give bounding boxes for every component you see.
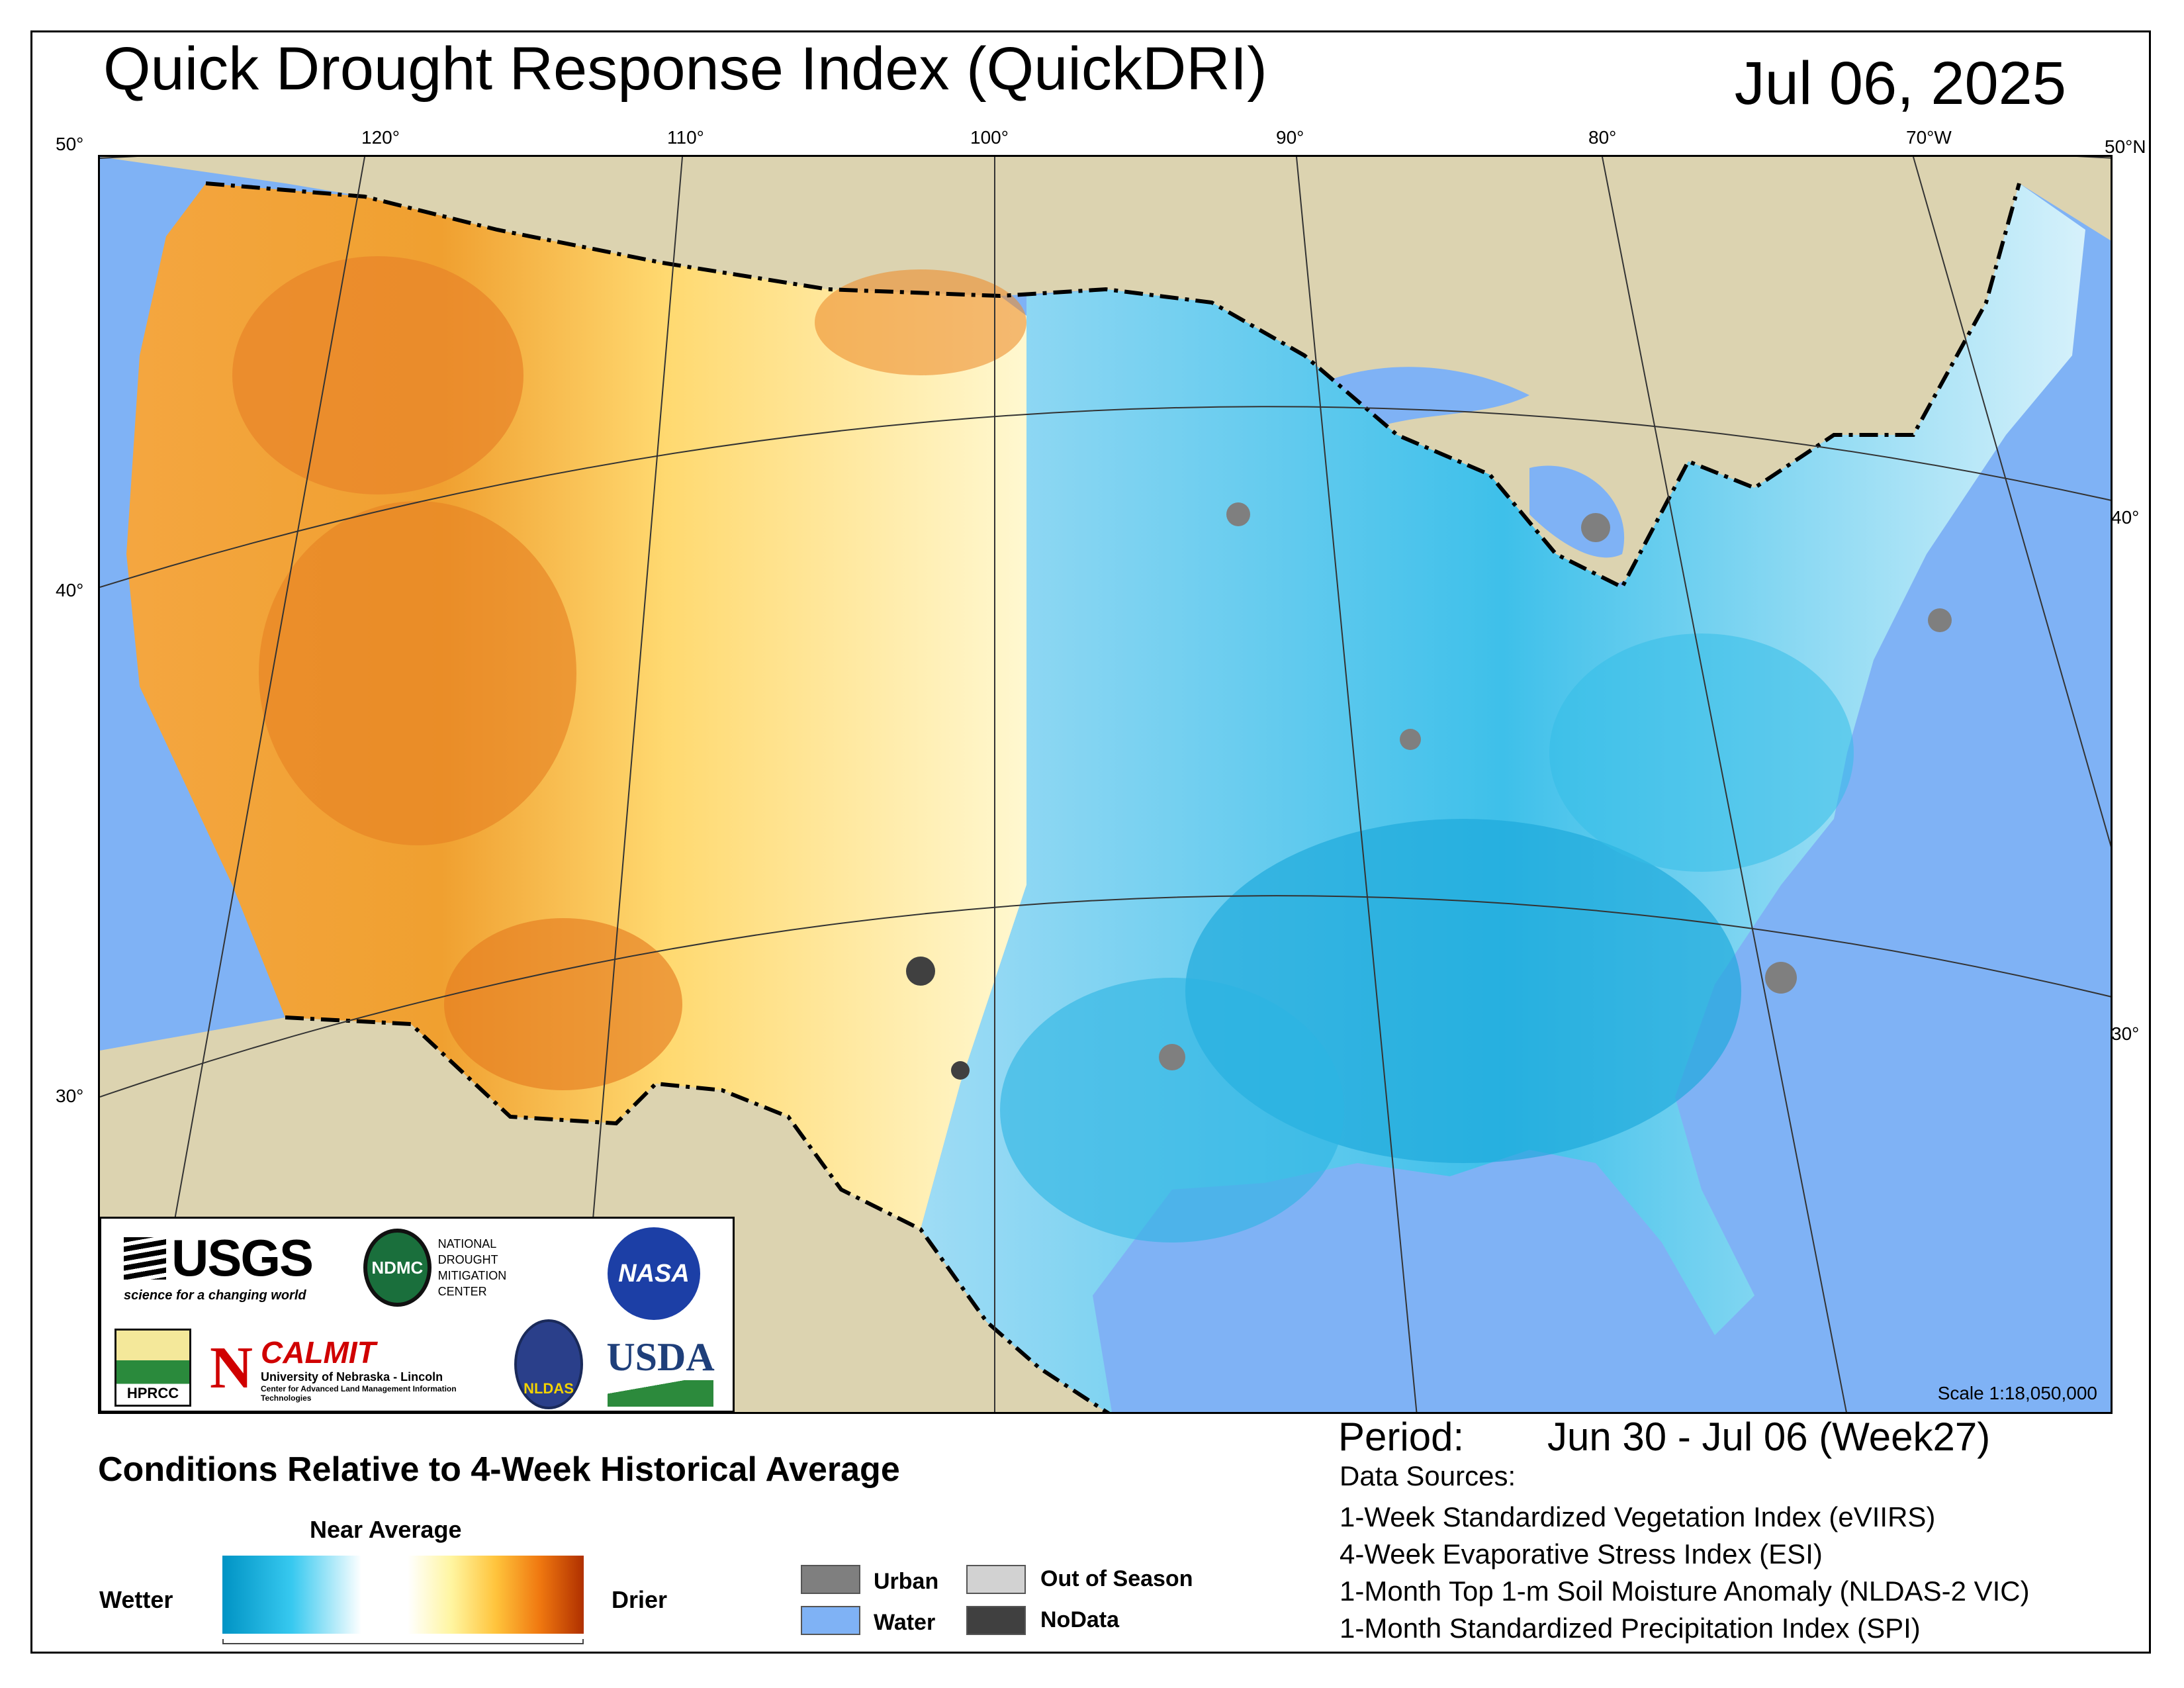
data-sources-title: Data Sources: [1340,1460,1516,1491]
dry-area-southwest [444,918,682,1090]
urban-area [1159,1044,1185,1070]
international-border [205,181,2021,590]
graticule-label-90: 90° [1276,127,1304,148]
map-date: Jul 06, 2025 [1734,50,2066,117]
graticule-label-70w: 70°W [1906,127,1952,148]
graticule-label-40-left: 40° [56,580,84,600]
nodata-area [906,957,935,986]
usda-logo: USDA [604,1331,717,1409]
calmit-center: Center for Advanced Land Management Info… [261,1383,457,1403]
legend-label-water: Water [874,1610,936,1635]
legend-drier: Drier [612,1586,668,1613]
data-source-item: 4-Week Evaporative Stress Index (ESI) [1340,1538,1823,1570]
mexico-border [285,1015,1111,1412]
urban-area [1226,502,1250,526]
usgs-wave-icon [124,1237,166,1280]
hprcc-text: HPRCC [126,1385,179,1401]
nasa-meatball-icon: NASA [608,1227,700,1320]
legend-wetter-ramp [222,1556,361,1634]
legend-drier-ramp [408,1556,584,1634]
legend-ticks [222,1639,584,1644]
dry-area-northwest [232,256,523,494]
ndmc-name-line2: MITIGATION CENTER [437,1269,507,1298]
legend-near-average-swatch [361,1556,408,1634]
legend-label-urban: Urban [874,1569,939,1594]
map-scale: Scale 1:18,050,000 [1937,1383,2097,1403]
wet-area-ohio-valley [1549,633,1854,872]
graticule-label-50-left: 50° [56,134,84,154]
graticule-label-40-right: 40° [2111,507,2140,528]
legend-near-average: Near Average [310,1516,462,1543]
hprcc-logo: HPRCC [114,1329,191,1407]
graticule-label-100: 100° [970,127,1009,148]
partner-logos: USGS science for a changing world NDMC N… [99,1217,735,1413]
legend-swatch-out-of-season [966,1565,1026,1594]
calmit-university: University of Nebraska - Lincoln [261,1370,443,1383]
graticule-label-110: 110° [667,127,704,148]
graticule-label-30-left: 30° [56,1086,84,1106]
data-source-item: 1-Week Standardized Vegetation Index (eV… [1340,1501,1936,1532]
period-value: Jun 30 - Jul 06 (Week27) [1547,1415,1991,1459]
urban-area [1400,729,1421,750]
canada-land [100,157,2111,587]
ndmc-logo: NDMC NATIONAL DROUGHT MITIGATION CENTER [363,1228,542,1307]
wet-area-texas [1000,978,1344,1243]
map-title: Quick Drought Response Index (QuickDRI) [103,35,1267,103]
urban-area [1928,608,1952,632]
usda-fields-icon [608,1380,713,1407]
map-frame [30,30,2151,1654]
legend-wetter: Wetter [99,1586,173,1613]
usgs-logo: USGS science for a changing world [124,1229,322,1303]
dry-area-great-basin [259,501,576,845]
nodata-area [951,1061,970,1080]
legend-label-out-of-season: Out of Season [1040,1566,1193,1591]
usgs-tagline: science for a changing world [124,1288,306,1303]
legend-swatch-nodata [966,1606,1026,1635]
legend-swatch-urban [801,1565,860,1594]
graticule-label-30-right: 30° [2111,1023,2140,1044]
ndmc-emblem-icon: NDMC [363,1229,432,1307]
legend-label-nodata: NoData [1040,1607,1120,1632]
calmit-text: CALMIT [261,1335,376,1370]
nebraska-n-icon: N [210,1335,253,1401]
nasa-logo: NASA [598,1224,710,1323]
legend-title: Conditions Relative to 4-Week Historical… [98,1450,900,1489]
nldas-text: NLDAS [523,1380,574,1397]
urban-area [1581,513,1610,542]
period-label: Period: [1338,1415,1465,1459]
graticule-lines [100,157,2111,1412]
graticule-label-50n: 50°N [2105,136,2146,157]
graticule-label-80: 80° [1588,127,1617,148]
graticule-label-120: 120° [361,127,400,148]
data-source-item: 1-Month Standardized Precipitation Index… [1340,1613,1921,1644]
usgs-text: USGS [171,1229,314,1287]
calmit-logo: N CALMIT University of Nebraska - Lincol… [210,1335,488,1403]
ndmc-name-line1: NATIONAL DROUGHT [437,1237,498,1266]
urban-area [1765,962,1797,994]
data-source-item: 1-Month Top 1-m Soil Moisture Anomaly (N… [1340,1575,2030,1607]
nldas-logo: NLDAS [514,1319,583,1409]
legend-swatch-water [801,1606,860,1635]
usda-text: USDA [606,1335,715,1379]
